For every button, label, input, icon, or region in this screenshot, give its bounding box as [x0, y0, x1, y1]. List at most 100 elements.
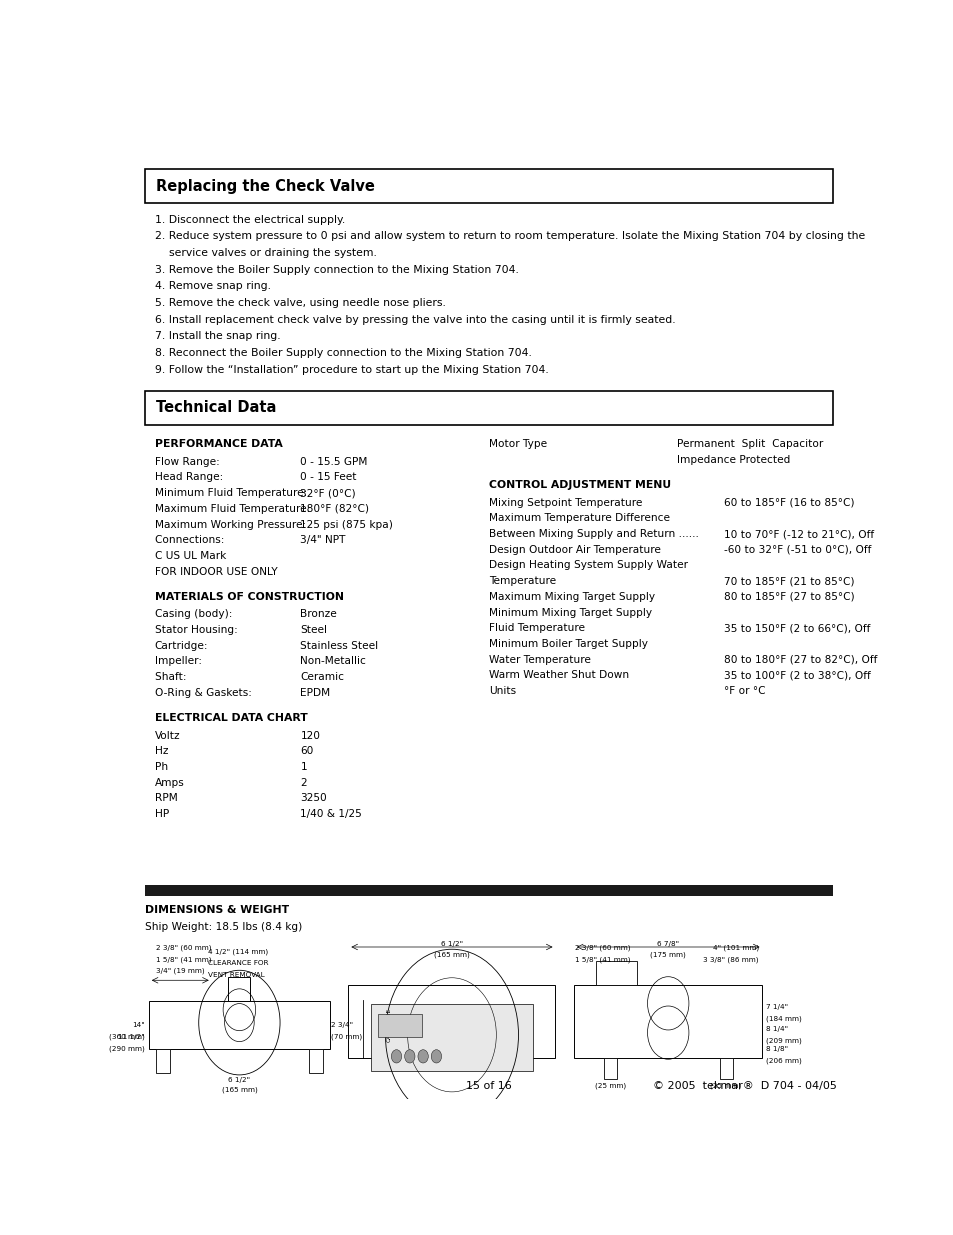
- Text: -60 to 32°F (-51 to 0°C), Off: -60 to 32°F (-51 to 0°C), Off: [723, 545, 870, 555]
- Text: (25 mm): (25 mm): [595, 1083, 626, 1089]
- Text: 15 of 16: 15 of 16: [466, 1081, 511, 1091]
- Text: Motor Type: Motor Type: [488, 440, 546, 450]
- Text: Connections:: Connections:: [154, 535, 231, 545]
- Text: DIMENSIONS & WEIGHT: DIMENSIONS & WEIGHT: [145, 905, 289, 915]
- Text: 2 3/8" (60 mm): 2 3/8" (60 mm): [575, 944, 630, 951]
- Text: MATERIALS OF CONSTRUCTION: MATERIALS OF CONSTRUCTION: [154, 592, 343, 601]
- Text: Stainless Steel: Stainless Steel: [300, 641, 378, 651]
- Text: 10 to 70°F (-12 to 21°C), Off: 10 to 70°F (-12 to 21°C), Off: [723, 529, 873, 538]
- Text: 2 3/8" (60 mm): 2 3/8" (60 mm): [156, 944, 212, 951]
- Text: FOR INDOOR USE ONLY: FOR INDOOR USE ONLY: [154, 567, 277, 577]
- Text: 4 1/2" (114 mm): 4 1/2" (114 mm): [208, 948, 268, 956]
- Text: 35 to 100°F (2 to 38°C), Off: 35 to 100°F (2 to 38°C), Off: [723, 671, 870, 680]
- Text: 7. Install the snap ring.: 7. Install the snap ring.: [154, 331, 280, 341]
- Text: CLEARANCE FOR: CLEARANCE FOR: [208, 961, 268, 966]
- Text: Permanent  Split  Capacitor: Permanent Split Capacitor: [677, 440, 822, 450]
- Text: 9. Follow the “Installation” procedure to start up the Mixing Station 704.: 9. Follow the “Installation” procedure t…: [154, 364, 548, 374]
- Bar: [145, 940, 832, 1063]
- Text: Maximum Fluid Temperature:: Maximum Fluid Temperature:: [154, 504, 316, 514]
- Bar: [596, 961, 637, 986]
- Text: (206 mm): (206 mm): [765, 1057, 801, 1065]
- Text: Maximum Working Pressure:: Maximum Working Pressure:: [154, 520, 313, 530]
- Text: VENT REMOVAL: VENT REMOVAL: [208, 972, 264, 978]
- Text: 3. Remove the Boiler Supply connection to the Mixing Station 704.: 3. Remove the Boiler Supply connection t…: [154, 264, 518, 274]
- Text: 1. Disconnect the electrical supply.: 1. Disconnect the electrical supply.: [154, 215, 345, 225]
- Text: Ship Weight: 18.5 lbs (8.4 kg): Ship Weight: 18.5 lbs (8.4 kg): [145, 923, 302, 932]
- Text: Amps: Amps: [154, 778, 184, 788]
- Text: Head Range:: Head Range:: [154, 473, 230, 483]
- Text: 35 to 150°F (2 to 66°C), Off: 35 to 150°F (2 to 66°C), Off: [723, 624, 869, 634]
- Text: Minimum Boiler Target Supply: Minimum Boiler Target Supply: [488, 638, 647, 648]
- Text: 1 5/8" (41 mm): 1 5/8" (41 mm): [575, 956, 630, 963]
- Bar: [156, 1049, 170, 1072]
- Text: 1/40 & 1/25: 1/40 & 1/25: [300, 809, 362, 819]
- Bar: [603, 1058, 617, 1079]
- Bar: [228, 977, 251, 1002]
- Text: 3250: 3250: [300, 793, 327, 804]
- Text: Stator Housing:: Stator Housing:: [154, 625, 237, 635]
- Text: Hz: Hz: [154, 746, 168, 756]
- Bar: [377, 1014, 422, 1037]
- Text: O-Ring & Gaskets:: O-Ring & Gaskets:: [154, 688, 252, 698]
- Text: (184 mm): (184 mm): [765, 1015, 801, 1021]
- Text: 60 to 185°F (16 to 85°C): 60 to 185°F (16 to 85°C): [723, 498, 854, 508]
- Text: Maximum Mixing Target Supply: Maximum Mixing Target Supply: [488, 592, 655, 601]
- Text: °F or °C: °F or °C: [723, 685, 764, 697]
- Text: CARTRIDGE: CARTRIDGE: [386, 1008, 391, 1042]
- Text: 80 to 185°F (27 to 85°C): 80 to 185°F (27 to 85°C): [723, 592, 854, 601]
- Text: Fluid Temperature: Fluid Temperature: [488, 624, 584, 634]
- Text: Temperature: Temperature: [488, 576, 556, 587]
- Text: CARTRIDGE: CARTRIDGE: [386, 1039, 391, 1070]
- Bar: [145, 390, 832, 425]
- Text: Shaft:: Shaft:: [154, 672, 193, 682]
- Text: 6 1/2": 6 1/2": [228, 1077, 251, 1083]
- Text: Cartridge:: Cartridge:: [154, 641, 208, 651]
- Text: Non-Metallic: Non-Metallic: [300, 657, 366, 667]
- Text: 7 1/4": 7 1/4": [765, 1004, 787, 1010]
- Text: Casing (body):: Casing (body):: [154, 609, 238, 620]
- Text: RPM: RPM: [154, 793, 177, 804]
- Text: 2. Reduce system pressure to 0 psi and allow system to return to room temperatur: 2. Reduce system pressure to 0 psi and a…: [154, 231, 864, 241]
- Circle shape: [431, 1050, 441, 1063]
- Text: 4" (101 mm): 4" (101 mm): [712, 944, 758, 951]
- Text: 6. Install replacement check valve by pressing the valve into the casing until i: 6. Install replacement check valve by pr…: [154, 315, 675, 325]
- Text: (70 mm): (70 mm): [331, 1034, 362, 1040]
- Text: (209 mm): (209 mm): [765, 1037, 801, 1044]
- Text: Design Heating System Supply Water: Design Heating System Supply Water: [488, 561, 687, 571]
- Text: (175 mm): (175 mm): [650, 952, 685, 958]
- Text: 60: 60: [300, 746, 314, 756]
- Text: 5. Remove the check valve, using needle nose pliers.: 5. Remove the check valve, using needle …: [154, 298, 445, 308]
- Text: HP: HP: [154, 809, 169, 819]
- Text: 2: 2: [300, 778, 307, 788]
- Text: 0 - 15 Feet: 0 - 15 Feet: [300, 473, 356, 483]
- Text: 8. Reconnect the Boiler Supply connection to the Mixing Station 704.: 8. Reconnect the Boiler Supply connectio…: [154, 348, 531, 358]
- Text: 80 to 180°F (27 to 82°C), Off: 80 to 180°F (27 to 82°C), Off: [723, 655, 877, 664]
- Bar: [574, 986, 761, 1058]
- Text: © 2005  tekmar®  D 704 - 04/05: © 2005 tekmar® D 704 - 04/05: [652, 1081, 836, 1091]
- Text: Replacing the Check Valve: Replacing the Check Valve: [156, 179, 375, 194]
- Text: 6 7/8": 6 7/8": [657, 941, 679, 947]
- Text: (165 mm): (165 mm): [221, 1087, 257, 1093]
- Text: 14": 14": [132, 1023, 145, 1028]
- Text: 1 5/8" (41 mm): 1 5/8" (41 mm): [156, 956, 212, 963]
- Text: Minimum Fluid Temperature:: Minimum Fluid Temperature:: [154, 488, 314, 498]
- Text: Ceramic: Ceramic: [300, 672, 344, 682]
- Text: Flow Range:: Flow Range:: [154, 457, 226, 467]
- Text: Design Outdoor Air Temperature: Design Outdoor Air Temperature: [488, 545, 660, 555]
- Text: (290 mm): (290 mm): [110, 1045, 145, 1051]
- Text: Between Mixing Supply and Return ......: Between Mixing Supply and Return ......: [488, 529, 698, 538]
- Text: 70 to 185°F (21 to 85°C): 70 to 185°F (21 to 85°C): [723, 576, 854, 587]
- Text: CONTROL ADJUSTMENT MENU: CONTROL ADJUSTMENT MENU: [488, 480, 670, 490]
- Text: Units: Units: [488, 685, 516, 697]
- Text: service valves or draining the system.: service valves or draining the system.: [154, 248, 376, 258]
- Text: 3/4" (19 mm): 3/4" (19 mm): [156, 968, 205, 974]
- Bar: [309, 1049, 322, 1072]
- Text: C US UL Mark: C US UL Mark: [154, 551, 226, 561]
- Bar: [145, 169, 832, 204]
- Text: Mixing Setpoint Temperature: Mixing Setpoint Temperature: [488, 498, 641, 508]
- Text: Water Temperature: Water Temperature: [488, 655, 590, 664]
- Text: 32°F (0°C): 32°F (0°C): [300, 488, 355, 498]
- Circle shape: [417, 1050, 428, 1063]
- Text: Ph: Ph: [154, 762, 168, 772]
- Text: 3 3/8" (86 mm): 3 3/8" (86 mm): [702, 956, 758, 963]
